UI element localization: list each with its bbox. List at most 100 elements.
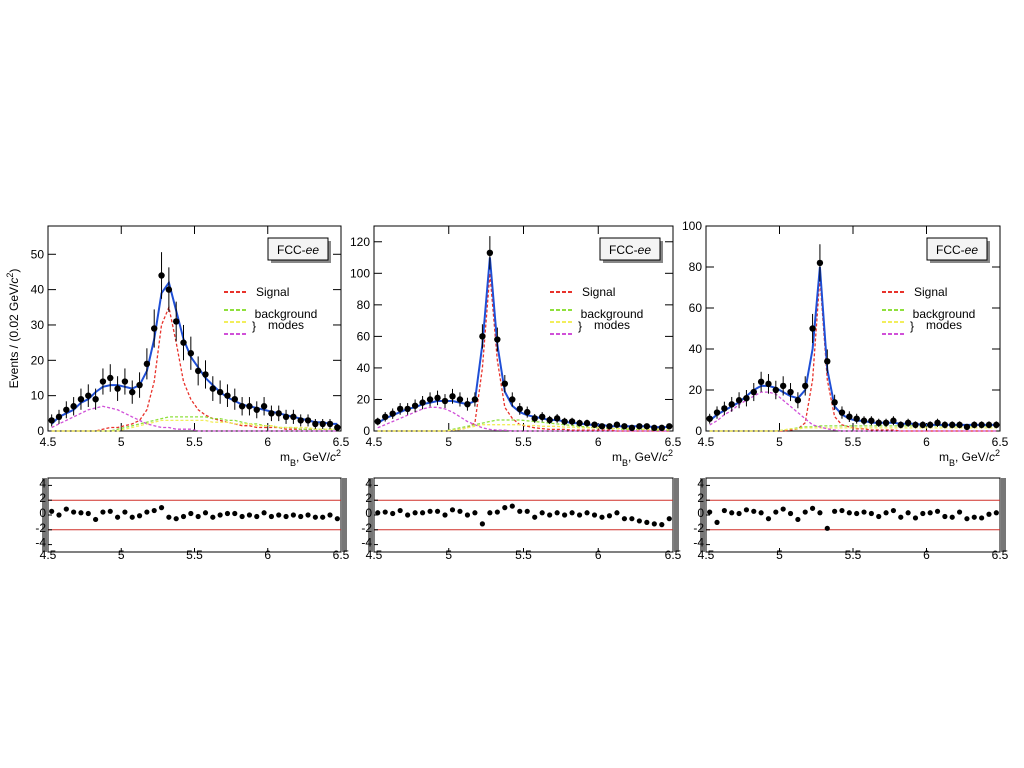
- y-tick-label: 50: [31, 247, 45, 261]
- data-point: [282, 413, 290, 421]
- data-point: [129, 388, 136, 396]
- data-point: [471, 396, 479, 403]
- data-point: [180, 339, 187, 346]
- pull-x-tick-label: 5.5: [186, 548, 203, 562]
- x-tick-label: 6.5: [333, 435, 350, 449]
- data-point: [591, 421, 598, 428]
- y-axis-title-part: ): [7, 269, 21, 273]
- pull-point: [666, 516, 672, 522]
- pull-x-tick-label: 4.5: [366, 548, 383, 562]
- data-point: [978, 421, 985, 429]
- x-axis-title-part: m: [939, 450, 949, 464]
- data-point: [290, 413, 297, 421]
- data-point: [824, 358, 831, 365]
- data-point: [456, 396, 464, 403]
- x-axis-title: mB, GeV/c2: [612, 448, 673, 468]
- data-point: [628, 424, 636, 432]
- data-point: [779, 382, 787, 390]
- pull-point: [751, 508, 757, 514]
- pull-y-tick-label: -2: [35, 521, 46, 535]
- data-point: [434, 394, 441, 402]
- pull-point: [554, 510, 560, 516]
- data-point: [426, 396, 434, 403]
- pull-point: [532, 514, 538, 520]
- pull-point: [599, 514, 605, 520]
- data-point: [107, 374, 114, 382]
- pull-point: [743, 507, 750, 513]
- legend-label: background: [581, 307, 644, 321]
- pull-point: [809, 505, 816, 511]
- data-point: [757, 378, 765, 385]
- x-axis-title-part: 2: [995, 448, 1000, 458]
- pull-point: [876, 513, 882, 520]
- data-point: [576, 419, 583, 427]
- pull-point: [151, 507, 157, 514]
- data-point: [253, 406, 260, 413]
- pull-point: [539, 510, 545, 516]
- badge-part: ee: [638, 243, 652, 257]
- data-point: [209, 385, 217, 392]
- pull-point: [846, 510, 852, 516]
- data-point: [143, 360, 151, 368]
- pull-point: [312, 514, 318, 520]
- x-tick-label: 6: [264, 435, 271, 449]
- pull-point: [129, 514, 135, 520]
- data-point: [750, 388, 757, 396]
- pull-y-tick-label: 2: [39, 491, 46, 505]
- data-point: [598, 423, 606, 430]
- data-point: [246, 403, 253, 410]
- pull-point: [63, 506, 69, 512]
- pull-point: [195, 513, 201, 520]
- data-point: [583, 419, 591, 427]
- x-axis-title: mB, GeV/c2: [280, 448, 341, 468]
- data-point: [70, 403, 77, 410]
- data-point: [260, 403, 268, 410]
- data-point: [516, 405, 523, 413]
- data-point: [194, 367, 202, 375]
- data-point: [875, 419, 882, 426]
- component-curve: [377, 419, 670, 432]
- data-point: [802, 382, 809, 390]
- pull-point: [107, 508, 113, 514]
- x-tick-label: 6.5: [992, 435, 1009, 449]
- pull-point: [956, 509, 963, 515]
- pull-point: [397, 507, 403, 514]
- pull-x-tick-label: 5: [445, 548, 452, 562]
- legend-label: background: [255, 307, 318, 321]
- pull-frame: [47, 477, 342, 553]
- pull-point: [942, 513, 948, 520]
- data-point: [389, 410, 396, 417]
- pull-point: [442, 512, 448, 518]
- data-point: [538, 413, 546, 421]
- data-point: [890, 417, 897, 424]
- pull-point: [71, 509, 77, 515]
- data-point: [494, 336, 501, 343]
- data-point: [77, 395, 85, 403]
- x-axis-title-part: 2: [668, 448, 673, 458]
- data-point: [765, 380, 772, 388]
- x-axis-title-part: , GeV/: [955, 450, 990, 464]
- pull-point: [472, 510, 478, 516]
- pull-point: [261, 510, 267, 516]
- data-point: [334, 424, 341, 431]
- x-axis-title-part: c: [662, 450, 668, 464]
- data-point: [926, 421, 934, 429]
- pull-point: [971, 514, 977, 520]
- pull-point: [85, 510, 91, 517]
- data-point: [486, 249, 494, 257]
- data-point: [479, 333, 486, 340]
- pull-y-tick-label: 0: [39, 506, 46, 520]
- data-point: [728, 401, 735, 408]
- pull-point: [569, 510, 575, 516]
- x-tick-label: 6: [923, 435, 930, 449]
- x-tick-label: 5.5: [515, 435, 532, 449]
- pull-point: [276, 512, 282, 518]
- data-point: [735, 397, 743, 404]
- data-point: [606, 423, 613, 430]
- data-point: [816, 259, 824, 267]
- component-curve: [377, 273, 670, 432]
- pull-point: [202, 510, 209, 516]
- y-axis-title-part: Events / (0.02 GeV/: [7, 283, 21, 388]
- data-point: [172, 318, 180, 325]
- data-point: [706, 415, 713, 422]
